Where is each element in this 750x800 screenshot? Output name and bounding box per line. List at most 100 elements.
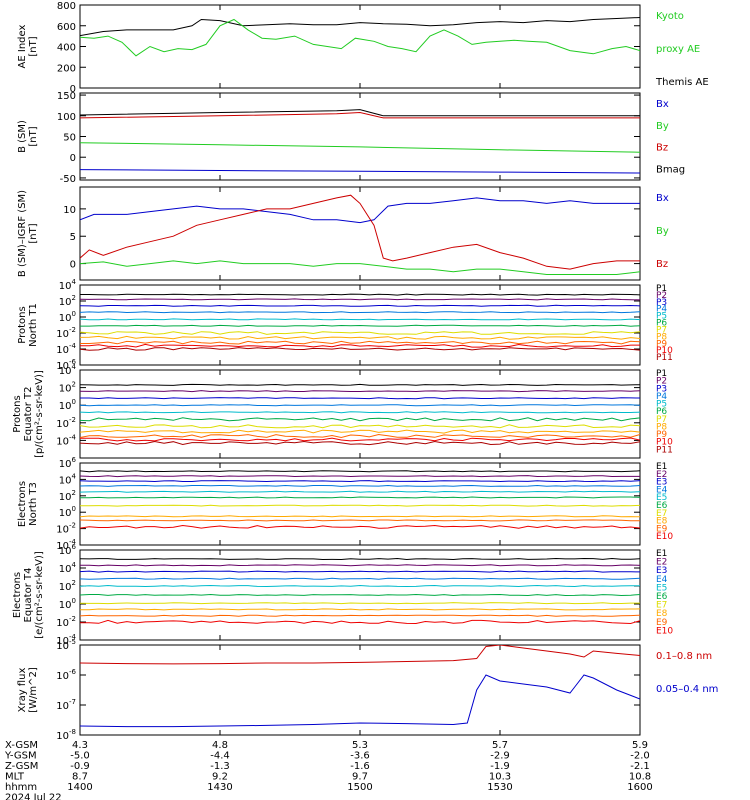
- y-tick-label: 10-4: [56, 633, 76, 647]
- x-row-value: 1400: [67, 782, 92, 793]
- series-line-by: [80, 142, 640, 153]
- y-tick-label: 800: [57, 1, 76, 12]
- y-tick-label: 10-7: [56, 698, 76, 712]
- series-line-p6: [80, 417, 640, 422]
- x-row-value: 9.7: [352, 772, 368, 783]
- y-tick-label: 100: [59, 398, 76, 412]
- legend-entry: P10: [656, 438, 673, 448]
- x-row-value: 1430: [207, 782, 232, 793]
- legend-entry: E2: [656, 470, 667, 480]
- series-line-p3: [80, 397, 640, 400]
- x-row-value: 10.3: [489, 772, 511, 783]
- y-tick-label: 102: [59, 294, 76, 308]
- y-axis-label: [e/(cm²-s-sr-keV)]: [34, 551, 45, 639]
- y-tick-label: 0: [70, 84, 76, 95]
- x-row-value: -4.4: [210, 751, 230, 762]
- series-line-e6: [80, 593, 640, 597]
- series-line-e7: [80, 504, 640, 507]
- legend-entry: P11: [656, 445, 673, 455]
- y-tick-label: 10-4: [56, 433, 76, 447]
- series-line-themis-ae: [80, 17, 640, 37]
- y-tick-label: 100: [59, 597, 76, 611]
- series-line-e3: [80, 480, 640, 483]
- panel-5: 10-4 10-2 100 102 104 Protons Equator T2 [p/(cm…: [12, 363, 673, 459]
- legend-entry: P7: [656, 325, 667, 335]
- legend-entry: E8: [656, 609, 668, 619]
- legend-entry: P9: [656, 430, 667, 440]
- y-tick-label: 10-4: [56, 342, 76, 356]
- series-line-e5: [80, 490, 640, 493]
- x-row-value: -1.3: [210, 761, 230, 772]
- panel-7: 10-4 10-2 100 102 104 106 Electrons Equator T4[…: [12, 543, 673, 647]
- y-axis-label: [W/m^2]: [28, 667, 39, 713]
- legend-entry: E1: [656, 549, 667, 559]
- legend-entry: By: [656, 121, 669, 132]
- y-axis-label: Electrons: [17, 481, 28, 527]
- legend-entry: Bz: [656, 143, 668, 154]
- series-line-p11: [80, 440, 640, 446]
- y-axis-label: [nT]: [28, 36, 39, 56]
- legend-entry: P6: [656, 319, 667, 329]
- series-line-e6: [80, 496, 640, 499]
- panel-frame: [79, 4, 641, 89]
- y-tick-label: 50: [63, 133, 76, 144]
- series-line-p10: [80, 343, 640, 348]
- series-group: [80, 293, 640, 351]
- legend-entry: proxy AE: [656, 44, 700, 55]
- y-tick-label: 102: [59, 579, 76, 593]
- x-row-value: -2.1: [630, 761, 650, 772]
- legend-entry: E5: [656, 493, 667, 503]
- y-tick-label: 100: [59, 505, 76, 519]
- x-row-value: -3.6: [350, 751, 370, 762]
- y-axis-label: [nT]: [28, 126, 39, 146]
- panel-8: 10-8 10-7 10-6 10-5 Xray flux [W/m^2] 0.1–0.8 …: [17, 638, 718, 742]
- y-tick-label: 10-2: [56, 416, 76, 430]
- x-row-value: -1.6: [350, 761, 370, 772]
- series-group: [80, 109, 640, 174]
- y-tick-label: 106: [59, 543, 77, 557]
- x-row-label: Z-GSM: [5, 761, 38, 772]
- y-tick-label: 100: [59, 310, 76, 324]
- x-row-label: X-GSM: [5, 740, 38, 751]
- legend-entry: P9: [656, 339, 667, 349]
- series-line-by: [80, 260, 640, 275]
- x-row-value: 1530: [487, 782, 512, 793]
- series-line-p3: [80, 304, 640, 307]
- legend-entry: E10: [656, 626, 673, 636]
- x-row-label: Y-GSM: [4, 751, 37, 762]
- series-line-p4: [80, 311, 640, 314]
- legend-entry: P3: [656, 384, 667, 394]
- legend-entry: E2: [656, 558, 667, 568]
- legend-entry: E4: [656, 575, 668, 585]
- series-line-p1: [80, 383, 640, 386]
- y-tick-label: 10-8: [56, 728, 76, 742]
- y-tick-label: 200: [57, 63, 76, 74]
- legend-entry: E3: [656, 566, 667, 576]
- y-tick-label: 100: [57, 112, 76, 123]
- panel-frame: [79, 644, 641, 736]
- y-tick-label: 600: [57, 22, 76, 33]
- x-row-value: 8.7: [72, 772, 88, 783]
- x-row-value: -5.0: [70, 751, 90, 762]
- series-line-e7: [80, 602, 640, 605]
- legend-entry: E9: [656, 524, 668, 534]
- series-line-e8: [80, 608, 640, 611]
- panel-frame: [79, 92, 641, 181]
- y-tick-label: 0: [70, 153, 76, 164]
- series-line-p7: [80, 331, 640, 335]
- legend-entry: E7: [656, 601, 667, 611]
- x-row-value: -2.9: [490, 751, 510, 762]
- series-group: [80, 470, 640, 529]
- legend-entry: Bz: [656, 259, 668, 270]
- legend-entry: P10: [656, 346, 673, 356]
- x-row-value: 5.7: [492, 740, 508, 751]
- legend-entry: P7: [656, 415, 667, 425]
- panel-frame: [79, 369, 641, 459]
- y-tick-label: 10-2: [56, 326, 76, 340]
- series-line-e4: [80, 577, 640, 580]
- legend-entry: E5: [656, 583, 667, 593]
- series-line-e3: [80, 570, 640, 573]
- x-axis-annotation: X-GSM 4.3 4.8 5.3 5.7 5.9 Y-GSM -5.0 -4.4 -3.6 -2.…: [4, 740, 653, 800]
